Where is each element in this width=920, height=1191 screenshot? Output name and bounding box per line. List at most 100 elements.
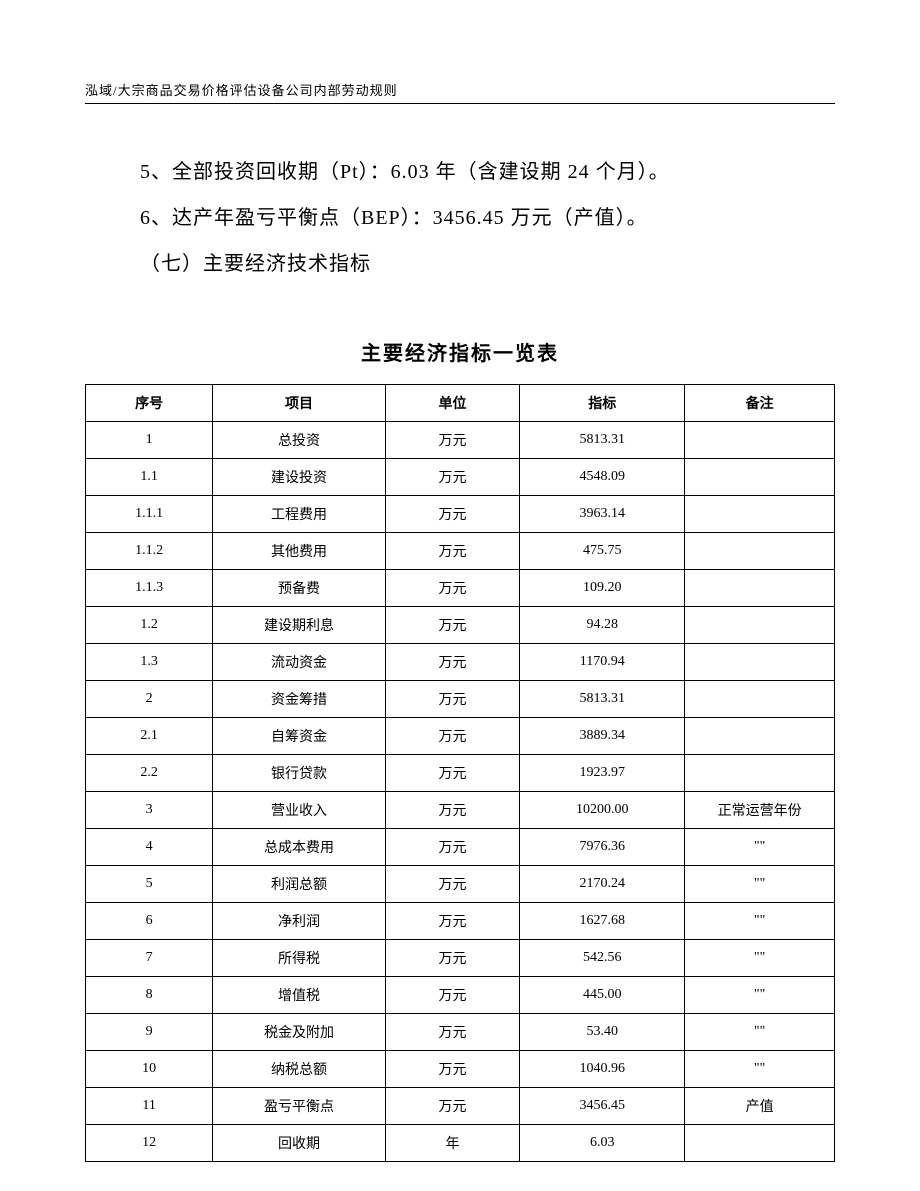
table-row: 2.2银行贷款万元1923.97 (86, 755, 835, 792)
cell-item: 资金筹措 (213, 681, 385, 718)
cell-seq: 1.1.1 (86, 496, 213, 533)
cell-seq: 2.2 (86, 755, 213, 792)
cell-item: 营业收入 (213, 792, 385, 829)
cell-value: 5813.31 (520, 422, 685, 459)
header-divider (85, 103, 835, 104)
table-row: 12回收期年6.03 (86, 1125, 835, 1162)
col-header-remark: 备注 (685, 385, 835, 422)
cell-unit: 万元 (385, 1014, 520, 1051)
cell-seq: 1 (86, 422, 213, 459)
cell-remark: "" (685, 829, 835, 866)
cell-item: 流动资金 (213, 644, 385, 681)
cell-unit: 万元 (385, 792, 520, 829)
cell-seq: 1.1.3 (86, 570, 213, 607)
cell-item: 纳税总额 (213, 1051, 385, 1088)
cell-value: 1040.96 (520, 1051, 685, 1088)
cell-item: 回收期 (213, 1125, 385, 1162)
cell-unit: 万元 (385, 644, 520, 681)
col-header-item: 项目 (213, 385, 385, 422)
table-row: 1.1.1工程费用万元3963.14 (86, 496, 835, 533)
cell-unit: 万元 (385, 607, 520, 644)
cell-value: 4548.09 (520, 459, 685, 496)
cell-value: 475.75 (520, 533, 685, 570)
cell-remark: "" (685, 977, 835, 1014)
table-row: 2资金筹措万元5813.31 (86, 681, 835, 718)
table-row: 10纳税总额万元1040.96"" (86, 1051, 835, 1088)
cell-seq: 1.3 (86, 644, 213, 681)
cell-value: 3456.45 (520, 1088, 685, 1125)
cell-remark (685, 533, 835, 570)
cell-seq: 11 (86, 1088, 213, 1125)
cell-remark: "" (685, 903, 835, 940)
cell-remark (685, 1125, 835, 1162)
cell-seq: 9 (86, 1014, 213, 1051)
cell-seq: 10 (86, 1051, 213, 1088)
cell-seq: 7 (86, 940, 213, 977)
cell-value: 1627.68 (520, 903, 685, 940)
cell-item: 总投资 (213, 422, 385, 459)
cell-item: 所得税 (213, 940, 385, 977)
cell-seq: 4 (86, 829, 213, 866)
cell-unit: 万元 (385, 422, 520, 459)
table-row: 5利润总额万元2170.24"" (86, 866, 835, 903)
table-row: 7所得税万元542.56"" (86, 940, 835, 977)
cell-remark: "" (685, 866, 835, 903)
cell-remark: "" (685, 1014, 835, 1051)
cell-value: 10200.00 (520, 792, 685, 829)
table-row: 6净利润万元1627.68"" (86, 903, 835, 940)
table-row: 11盈亏平衡点万元3456.45产值 (86, 1088, 835, 1125)
cell-item: 工程费用 (213, 496, 385, 533)
cell-value: 1923.97 (520, 755, 685, 792)
cell-item: 预备费 (213, 570, 385, 607)
cell-unit: 万元 (385, 681, 520, 718)
paragraph-7: （七）主要经济技术指标 (90, 241, 835, 287)
cell-remark (685, 607, 835, 644)
cell-item: 税金及附加 (213, 1014, 385, 1051)
table-row: 1.1.3预备费万元109.20 (86, 570, 835, 607)
breadcrumb: 泓域/大宗商品交易价格评估设备公司内部劳动规则 (85, 80, 835, 99)
cell-unit: 万元 (385, 570, 520, 607)
col-header-unit: 单位 (385, 385, 520, 422)
table-row: 8增值税万元445.00"" (86, 977, 835, 1014)
cell-value: 94.28 (520, 607, 685, 644)
cell-seq: 1.1 (86, 459, 213, 496)
cell-seq: 2 (86, 681, 213, 718)
cell-seq: 1.1.2 (86, 533, 213, 570)
paragraph-5: 5、全部投资回收期（Pt）：6.03 年（含建设期 24 个月）。 (90, 149, 835, 195)
cell-value: 6.03 (520, 1125, 685, 1162)
cell-item: 其他费用 (213, 533, 385, 570)
cell-remark (685, 570, 835, 607)
cell-unit: 万元 (385, 829, 520, 866)
cell-item: 银行贷款 (213, 755, 385, 792)
cell-item: 盈亏平衡点 (213, 1088, 385, 1125)
cell-item: 建设期利息 (213, 607, 385, 644)
cell-remark (685, 496, 835, 533)
cell-item: 增值税 (213, 977, 385, 1014)
cell-item: 净利润 (213, 903, 385, 940)
cell-unit: 万元 (385, 755, 520, 792)
cell-item: 总成本费用 (213, 829, 385, 866)
cell-unit: 万元 (385, 718, 520, 755)
cell-unit: 万元 (385, 977, 520, 1014)
table-title: 主要经济指标一览表 (85, 337, 835, 366)
cell-unit: 万元 (385, 866, 520, 903)
cell-unit: 年 (385, 1125, 520, 1162)
table-row: 1总投资万元5813.31 (86, 422, 835, 459)
cell-unit: 万元 (385, 459, 520, 496)
cell-remark (685, 681, 835, 718)
cell-value: 3889.34 (520, 718, 685, 755)
cell-seq: 5 (86, 866, 213, 903)
cell-remark: "" (685, 940, 835, 977)
cell-remark (685, 459, 835, 496)
cell-seq: 2.1 (86, 718, 213, 755)
cell-item: 建设投资 (213, 459, 385, 496)
cell-unit: 万元 (385, 533, 520, 570)
paragraph-6: 6、达产年盈亏平衡点（BEP）：3456.45 万元（产值）。 (90, 195, 835, 241)
cell-item: 自筹资金 (213, 718, 385, 755)
cell-remark (685, 422, 835, 459)
cell-value: 542.56 (520, 940, 685, 977)
cell-unit: 万元 (385, 940, 520, 977)
cell-value: 2170.24 (520, 866, 685, 903)
cell-value: 7976.36 (520, 829, 685, 866)
table-row: 1.3流动资金万元1170.94 (86, 644, 835, 681)
